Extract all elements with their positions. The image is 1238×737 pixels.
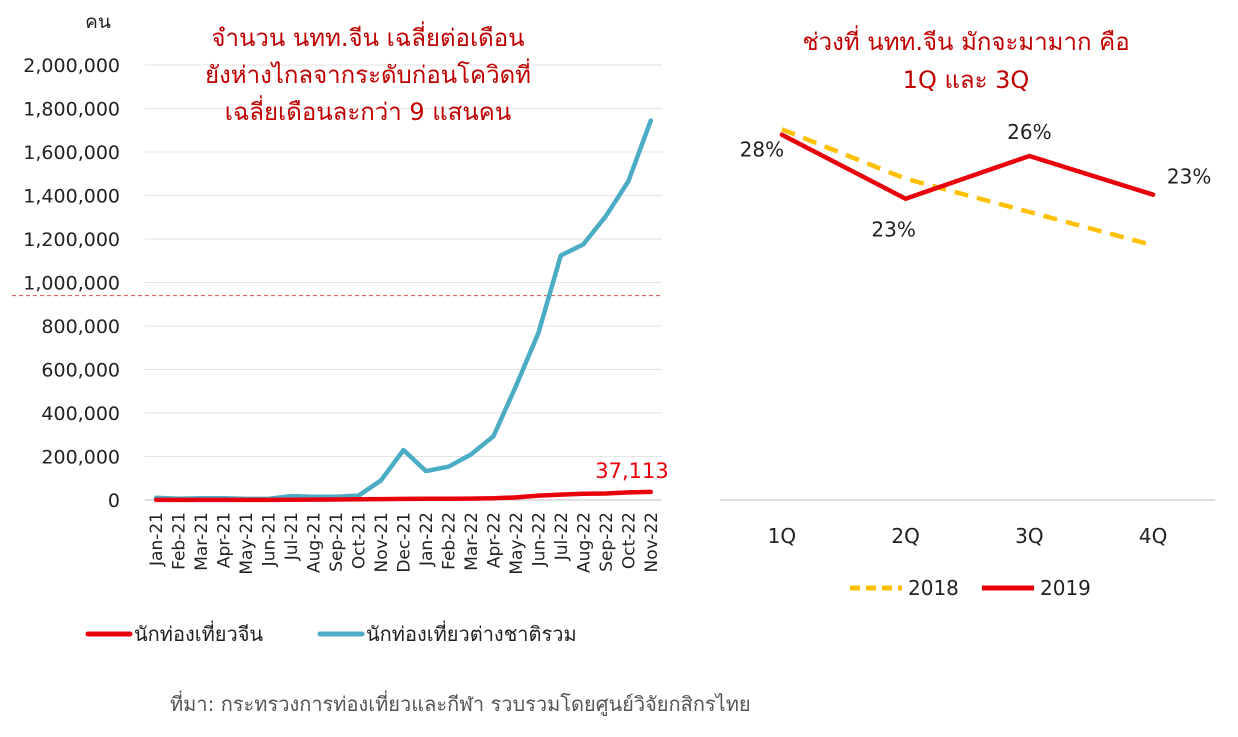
x-tick-label: Jan-22	[417, 512, 437, 567]
x-tick-label: Jul-22	[552, 512, 572, 561]
chart-title-line: ช่วงที่ นทท.จีน มักจะมามาก คือ	[802, 25, 1129, 56]
x-tick-label: Feb-22	[439, 512, 459, 570]
y-tick-label: 1,000,000	[23, 273, 120, 295]
x-tick-label: 2Q	[891, 524, 919, 548]
y-axis-unit: คน	[85, 11, 111, 33]
x-tick-label: Oct-22	[619, 512, 639, 569]
x-tick-label: Feb-21	[170, 512, 190, 570]
y-tick-label: 1,200,000	[23, 229, 120, 251]
y-tick-label: 0	[108, 490, 120, 512]
y-tick-label: 600,000	[41, 360, 120, 382]
x-tick-label: Mar-22	[462, 512, 482, 571]
legend-label: 2019	[1040, 576, 1091, 600]
y-tick-label: 1,800,000	[23, 99, 120, 121]
x-tick-label: 3Q	[1015, 524, 1043, 548]
x-tick-label: Aug-22	[574, 512, 594, 573]
data-label: 23%	[1167, 165, 1211, 189]
x-tick-label: Jan-21	[147, 512, 167, 567]
y-tick-label: 200,000	[41, 447, 120, 469]
chart-title-line: 1Q และ 3Q	[903, 66, 1030, 94]
monthly-arrivals-chart: 2,000,000 1,800,000 1,600,000 1,400,000 1,20…	[12, 11, 669, 646]
legend-label: นักท่องเที่ยวต่างชาติรวม	[366, 620, 577, 646]
data-label: 23%	[871, 218, 915, 242]
x-tick-label: Apr-21	[215, 512, 235, 568]
legend-label: นักท่องเที่ยวจีน	[134, 620, 263, 646]
x-tick-label: May-21	[237, 512, 257, 575]
series-line-2019	[779, 132, 1156, 201]
y-tick-label: 1,400,000	[23, 186, 120, 208]
source-note: ที่มา: กระทรวงการท่องเที่ยวและกีฬา รวบรว…	[170, 692, 751, 716]
y-tick-label: 400,000	[41, 403, 120, 425]
x-tick-label: Jun-21	[260, 512, 280, 567]
legend-label: 2018	[908, 576, 959, 600]
data-label: 28%	[740, 138, 784, 162]
series-line-chinese	[153, 489, 654, 503]
x-tick-label: 1Q	[768, 524, 796, 548]
x-tick-label: Jul-21	[282, 512, 302, 561]
y-tick-label: 1,600,000	[23, 142, 120, 164]
x-tick-label: Dec-21	[395, 512, 415, 573]
x-tick-label: Mar-21	[192, 512, 212, 571]
chart-title-line: เฉลี่ยเดือนละกว่า 9 แสนคน	[225, 95, 512, 126]
x-tick-label: Nov-22	[642, 512, 662, 573]
series-line-total	[153, 118, 654, 502]
quarterly-share-chart: 1Q 2Q 3Q 4Q 28% 23% 26% 23% ช่วงที่ นทท.จีน มักจ…	[720, 25, 1215, 600]
series-line-2018	[781, 127, 1154, 248]
x-tick-label: Oct-21	[350, 512, 370, 569]
x-tick-label: Nov-21	[372, 512, 392, 573]
x-tick-label: Jun-22	[529, 512, 549, 567]
x-tick-label: Sep-21	[327, 512, 347, 572]
data-label-last: 37,113	[595, 459, 668, 483]
data-label: 26%	[1007, 120, 1051, 144]
x-tick-label: Aug-21	[305, 512, 325, 573]
x-tick-label: May-22	[507, 512, 527, 575]
y-tick-label: 2,000,000	[23, 55, 120, 77]
x-tick-label: Apr-22	[484, 512, 504, 568]
y-tick-label: 800,000	[41, 316, 120, 338]
x-tick-label: 4Q	[1139, 524, 1167, 548]
chart-title-line: ยังห่างไกลจากระดับก่อนโควิดที่	[205, 58, 531, 89]
x-tick-label: Sep-22	[597, 512, 617, 572]
chart-title-line: จำนวน นทท.จีน เฉลี่ยต่อเดือน	[211, 21, 524, 52]
